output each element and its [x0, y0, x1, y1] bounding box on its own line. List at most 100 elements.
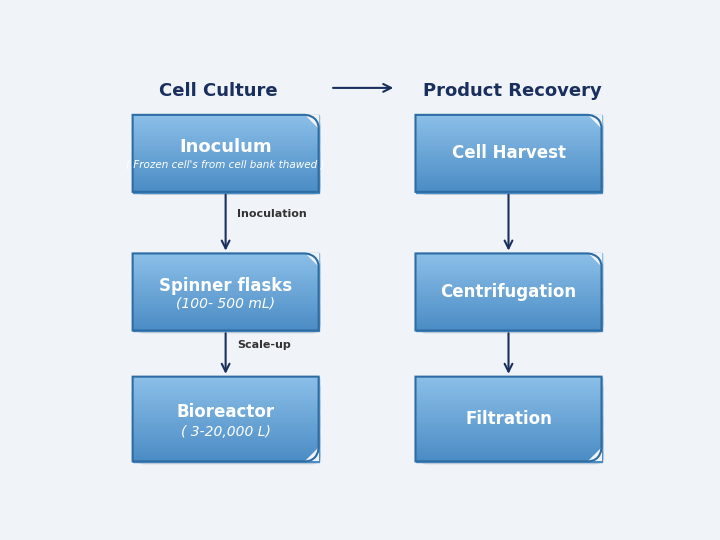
Bar [415, 282, 601, 285]
Bar [415, 379, 601, 382]
Text: Scale-up: Scale-up [238, 340, 291, 350]
Bar [415, 394, 601, 396]
Bar [415, 174, 601, 177]
Text: Spinner flasks: Spinner flasks [159, 277, 292, 295]
Bar [415, 126, 601, 129]
Bar [132, 398, 319, 401]
Bar [415, 156, 601, 158]
Bar [132, 459, 319, 462]
Bar [415, 279, 601, 281]
Bar [132, 394, 319, 396]
Bar [415, 180, 601, 183]
Bar [132, 284, 319, 287]
Text: Filtration: Filtration [465, 410, 552, 428]
Bar [415, 328, 601, 331]
Bar [132, 415, 319, 417]
Bar [132, 379, 319, 382]
Bar [415, 117, 601, 119]
Text: Product Recovery: Product Recovery [423, 82, 602, 100]
Bar [415, 327, 601, 329]
Bar [132, 171, 319, 173]
Bar [132, 267, 319, 269]
Bar [415, 123, 601, 125]
Polygon shape [588, 448, 601, 461]
Bar [415, 408, 601, 411]
Bar [415, 173, 601, 176]
Bar [415, 389, 601, 392]
Bar [415, 325, 601, 327]
Bar [132, 269, 319, 272]
Bar [415, 436, 601, 439]
Bar [132, 431, 319, 435]
Bar [132, 147, 319, 150]
Bar [132, 292, 319, 295]
Bar [415, 428, 601, 430]
Text: ( 3-20,000 L): ( 3-20,000 L) [181, 424, 271, 438]
Bar [132, 453, 319, 456]
Bar [132, 261, 319, 264]
Bar [415, 147, 601, 150]
Bar [132, 159, 319, 162]
Bar [415, 303, 601, 306]
Bar [415, 442, 601, 445]
Bar [132, 167, 319, 170]
Bar [132, 300, 319, 302]
Bar [132, 313, 319, 316]
Bar [132, 296, 319, 299]
Bar [132, 263, 319, 266]
Bar [415, 255, 601, 258]
Bar [415, 184, 601, 187]
Bar [132, 253, 319, 256]
Bar [415, 415, 601, 417]
Bar [132, 255, 319, 258]
Bar [132, 180, 319, 183]
Bar [132, 165, 319, 167]
Bar [415, 400, 601, 403]
Bar [132, 144, 319, 146]
Bar [415, 392, 601, 394]
Bar [415, 404, 601, 407]
Bar [132, 126, 319, 129]
Bar [415, 438, 601, 441]
Bar [132, 447, 319, 449]
Bar [132, 184, 319, 187]
Bar [132, 440, 319, 443]
Text: Cell Culture: Cell Culture [158, 82, 277, 100]
Bar [415, 323, 601, 326]
Bar [415, 138, 601, 140]
FancyBboxPatch shape [418, 380, 604, 464]
Bar [132, 377, 319, 380]
Bar [132, 408, 319, 411]
Bar [132, 426, 319, 428]
Bar [132, 188, 319, 191]
Bar [132, 381, 319, 384]
Bar [415, 119, 601, 122]
Bar [132, 161, 319, 164]
Bar [132, 404, 319, 407]
Bar [415, 387, 601, 390]
Bar [132, 301, 319, 304]
Bar [415, 410, 601, 414]
Bar [415, 265, 601, 268]
Bar [132, 178, 319, 181]
Bar [415, 132, 601, 135]
Bar [132, 286, 319, 289]
Bar [132, 117, 319, 119]
Bar [132, 288, 319, 291]
Bar [415, 319, 601, 322]
Polygon shape [305, 115, 319, 129]
Polygon shape [588, 115, 601, 129]
Bar [132, 271, 319, 273]
Bar [415, 430, 601, 433]
Bar [415, 129, 601, 131]
Bar [132, 120, 319, 123]
Bar [415, 317, 601, 320]
Bar [415, 290, 601, 293]
Bar [415, 171, 601, 173]
Bar [132, 125, 319, 127]
Text: (100- 500 mL): (100- 500 mL) [176, 296, 275, 310]
Bar [415, 167, 601, 170]
Bar [415, 423, 601, 426]
Bar [132, 419, 319, 422]
Bar [415, 385, 601, 388]
